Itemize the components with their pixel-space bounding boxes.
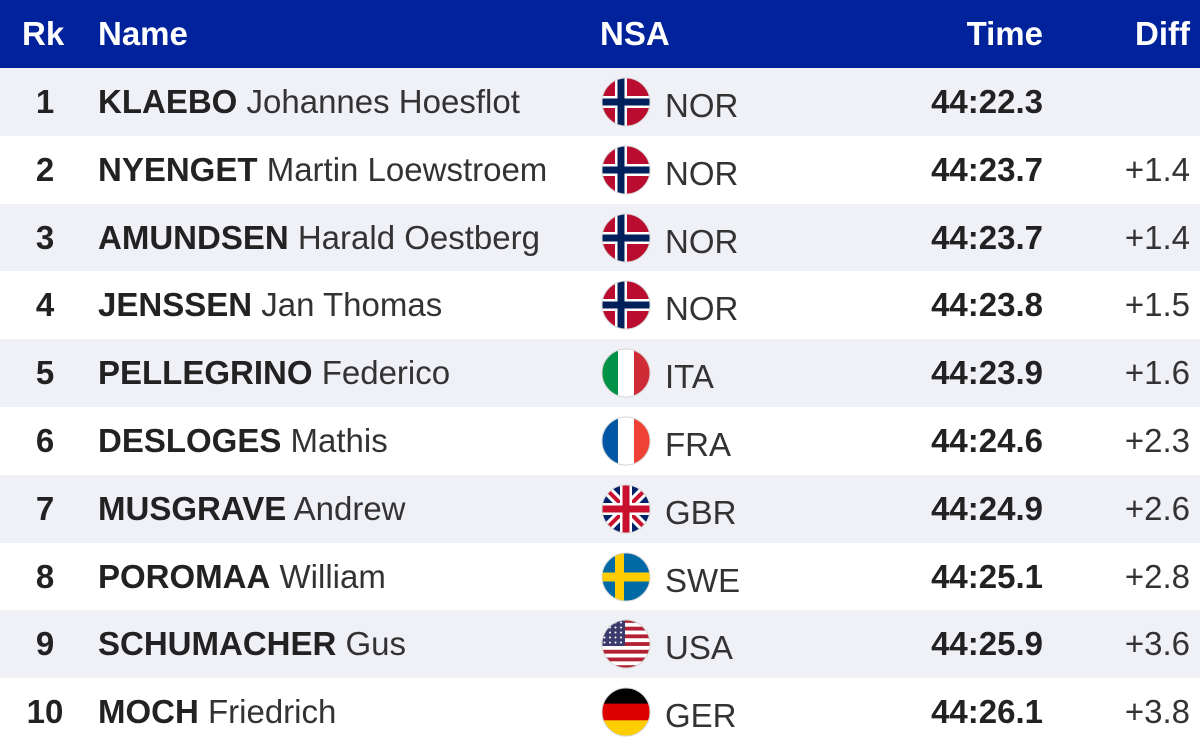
- diff-cell: +2.8: [1124, 557, 1190, 595]
- athlete-name[interactable]: KLAEBO Johannes Hoesflot: [98, 68, 520, 136]
- athlete-last-name: POROMAA: [98, 557, 271, 595]
- athlete-first-name: Martin Loewstroem: [266, 150, 548, 188]
- athlete-last-name: PELLEGRINO: [98, 354, 313, 392]
- athlete-name[interactable]: MOCH Friedrich: [98, 678, 336, 746]
- athlete-last-name: KLAEBO: [98, 83, 238, 120]
- diff-cell: +3.8: [1124, 693, 1190, 731]
- rank-cell: 8: [35, 557, 55, 595]
- header-nsa[interactable]: NSA: [600, 15, 670, 52]
- diff-cell: +1.4: [1124, 218, 1190, 256]
- norway-flag-icon: [601, 213, 651, 263]
- athlete-last-name: MOCH: [98, 693, 199, 731]
- rank-cell: 6: [35, 421, 55, 459]
- athlete-first-name: Gus: [345, 625, 407, 663]
- time-cell: 44:23.7: [931, 218, 1043, 256]
- nsa-code: ITA: [665, 358, 714, 396]
- athlete-name[interactable]: MUSGRAVE Andrew: [98, 475, 406, 543]
- rank-cell: 4: [35, 286, 55, 324]
- diff-cell: +1.4: [1124, 150, 1190, 188]
- france-flag-icon: [601, 416, 651, 466]
- athlete-first-name: Harald Oestberg: [297, 218, 540, 256]
- athlete-last-name: SCHUMACHER: [98, 625, 337, 663]
- athlete-name[interactable]: AMUNDSEN Harald Oestberg: [98, 204, 540, 272]
- time-cell: 44:22.3: [931, 83, 1043, 120]
- norway-flag-icon: [601, 145, 651, 195]
- sweden-flag-icon: [601, 552, 651, 602]
- athlete-name[interactable]: JENSSEN Jan Thomas: [98, 271, 442, 339]
- athlete-last-name: NYENGET: [98, 150, 258, 188]
- athlete-first-name: Jan Thomas: [261, 286, 443, 324]
- table-row[interactable]: 6 DESLOGES Mathis FRA 44:24.6 +2.3: [0, 406, 1200, 475]
- athlete-first-name: Friedrich: [208, 693, 337, 731]
- table-row[interactable]: 2 NYENGET Martin Loewstroem NOR 44:23.7 …: [0, 135, 1200, 204]
- athlete-last-name: JENSSEN: [98, 286, 253, 324]
- time-cell: 44:23.7: [931, 150, 1043, 188]
- usa-flag-icon: [601, 619, 651, 669]
- time-cell: 44:23.9: [931, 354, 1043, 392]
- rank-cell: 7: [35, 489, 55, 527]
- germany-flag-icon: [601, 687, 651, 737]
- table-header: Rk Name NSA Time Diff: [0, 0, 1200, 68]
- table-row[interactable]: 1 KLAEBO Johannes Hoesflot NOR 44:22.3: [0, 68, 1200, 136]
- table-row[interactable]: 8 POROMAA William SWE 44:25.1 +2.8: [0, 542, 1200, 611]
- nsa-code: NOR: [665, 87, 739, 124]
- time-cell: 44:25.9: [931, 625, 1043, 663]
- table-row[interactable]: 5 PELLEGRINO Federico ITA 44:23.9 +1.6: [0, 339, 1200, 407]
- athlete-first-name: Federico: [321, 354, 451, 392]
- table-row[interactable]: 3 AMUNDSEN Harald Oestberg NOR 44:23.7 +…: [0, 203, 1200, 272]
- diff-cell: +1.6: [1124, 354, 1190, 392]
- rank-cell: 3: [35, 218, 55, 256]
- nsa-code: NOR: [665, 222, 739, 260]
- diff-cell: +3.6: [1124, 625, 1190, 663]
- athlete-first-name: Andrew: [293, 489, 406, 527]
- header-rank[interactable]: Rk: [22, 15, 65, 52]
- time-cell: 44:23.8: [931, 286, 1043, 324]
- table-body: 1 KLAEBO Johannes Hoesflot NOR 44:22.3 2…: [0, 68, 1200, 746]
- diff-cell: +2.6: [1124, 489, 1190, 527]
- header-diff[interactable]: Diff: [1135, 15, 1190, 52]
- nsa-code: GER: [665, 697, 737, 735]
- nsa-code: NOR: [665, 290, 739, 328]
- time-cell: 44:25.1: [931, 557, 1043, 595]
- nsa-code: SWE: [665, 561, 741, 599]
- diff-cell: +2.3: [1124, 421, 1190, 459]
- uk-flag-icon: [601, 484, 651, 534]
- athlete-name[interactable]: POROMAA William: [98, 543, 386, 611]
- athlete-last-name: AMUNDSEN: [98, 218, 289, 256]
- rank-cell: 2: [35, 150, 55, 188]
- italy-flag-icon: [601, 348, 651, 398]
- athlete-first-name: William: [279, 557, 386, 595]
- rank-cell: 1: [35, 83, 55, 120]
- norway-flag-icon: [601, 280, 651, 330]
- time-cell: 44:24.9: [931, 489, 1043, 527]
- athlete-last-name: MUSGRAVE: [98, 489, 287, 527]
- table-row[interactable]: 4 JENSSEN Jan Thomas NOR 44:23.8 +1.5: [0, 271, 1200, 340]
- rank-cell: 9: [35, 625, 55, 663]
- header-time[interactable]: Time: [966, 15, 1043, 52]
- nsa-code: FRA: [665, 425, 731, 463]
- athlete-name[interactable]: SCHUMACHER Gus: [98, 610, 406, 678]
- table-row[interactable]: 7 MUSGRAVE Andrew GBR 44:24.9 +2.6: [0, 474, 1200, 543]
- diff-cell: +1.5: [1124, 286, 1190, 324]
- athlete-last-name: DESLOGES: [98, 421, 282, 459]
- athlete-name[interactable]: DESLOGES Mathis: [98, 407, 388, 475]
- nsa-code: USA: [665, 629, 733, 667]
- table-row[interactable]: 10 MOCH Friedrich GER 44:26.1 +3.8: [0, 678, 1200, 746]
- time-cell: 44:26.1: [931, 693, 1043, 731]
- athlete-first-name: Johannes Hoesflot: [246, 83, 520, 120]
- athlete-name[interactable]: PELLEGRINO Federico: [98, 339, 450, 407]
- rank-cell: 10: [26, 693, 64, 731]
- table-row[interactable]: 9 SCHUMACHER Gus USA 44:25.9 +3.6: [0, 610, 1200, 679]
- nsa-code: GBR: [665, 493, 737, 531]
- athlete-name[interactable]: NYENGET Martin Loewstroem: [98, 136, 547, 204]
- athlete-first-name: Mathis: [290, 421, 388, 459]
- time-cell: 44:24.6: [931, 421, 1043, 459]
- norway-flag-icon: [601, 77, 651, 127]
- rank-cell: 5: [35, 354, 55, 392]
- nsa-code: NOR: [665, 154, 739, 192]
- header-name[interactable]: Name: [98, 15, 188, 52]
